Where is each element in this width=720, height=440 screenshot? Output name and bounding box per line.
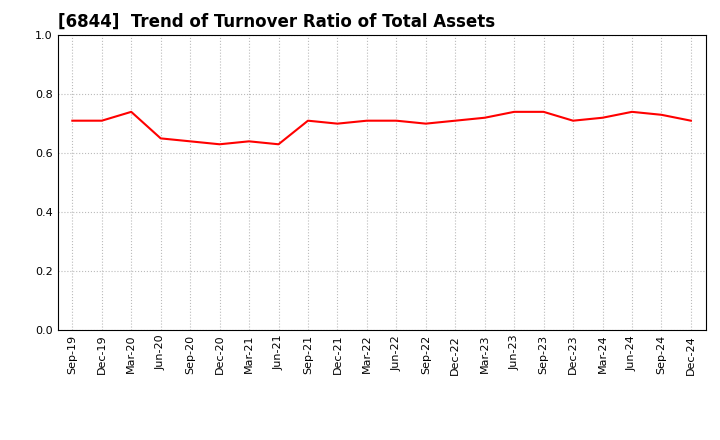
Text: [6844]  Trend of Turnover Ratio of Total Assets: [6844] Trend of Turnover Ratio of Total … — [58, 13, 495, 31]
